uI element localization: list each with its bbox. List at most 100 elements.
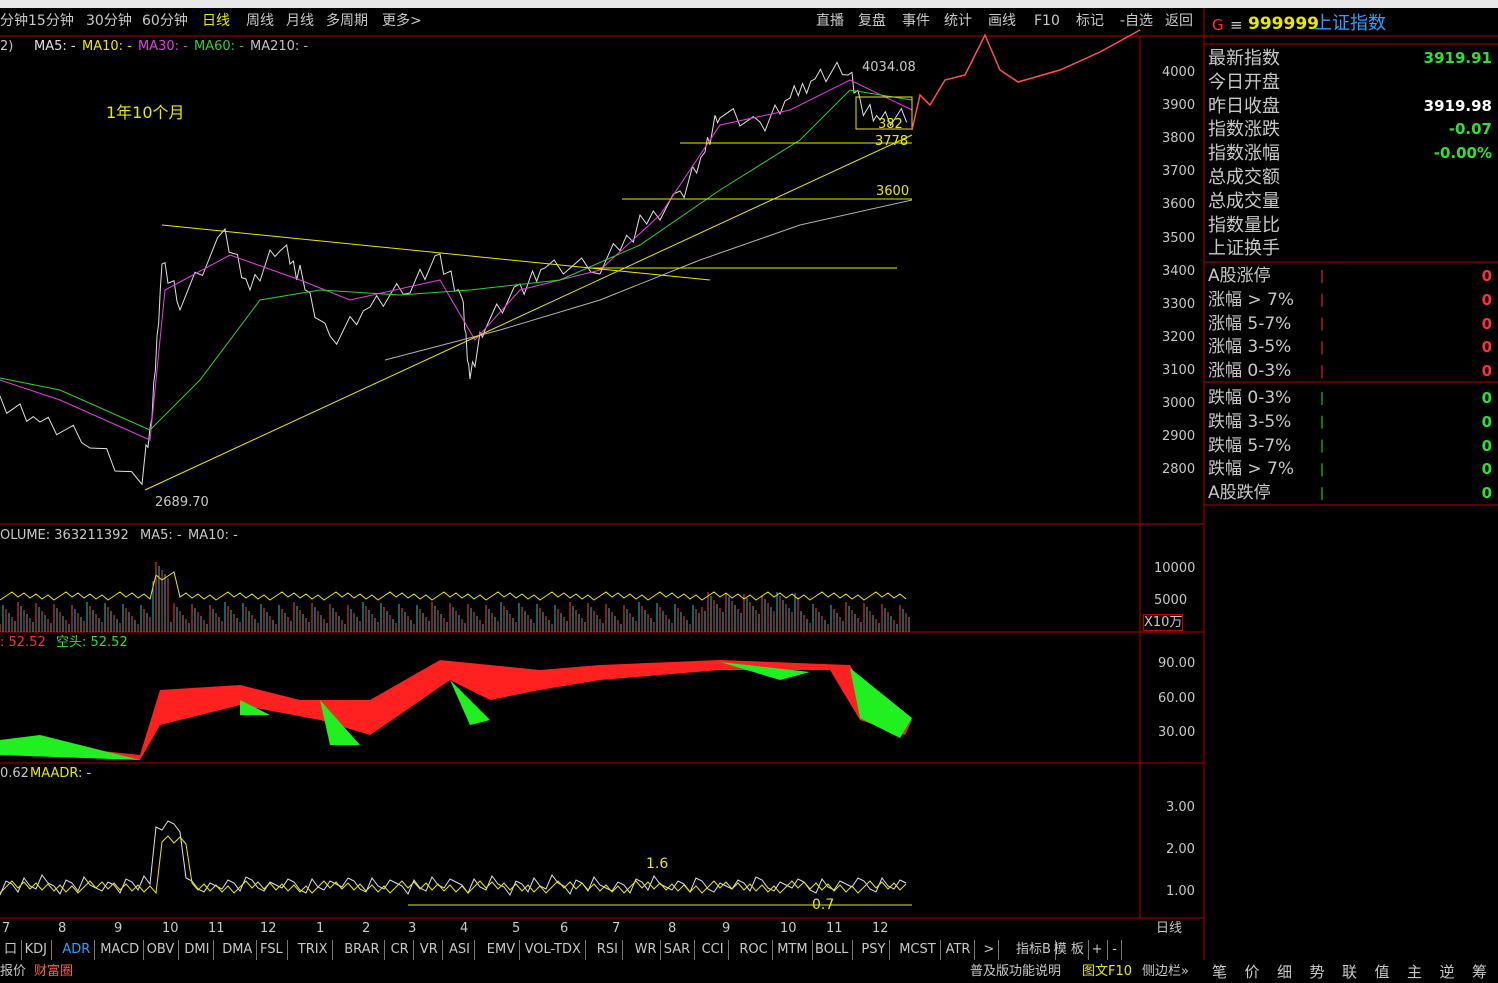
tool-button[interactable]: -自选 <box>1120 13 1154 29</box>
side-tab[interactable]: 主 <box>1407 963 1423 981</box>
indicator-tab[interactable]: DMA <box>218 940 258 960</box>
indicator-tab[interactable]: WR <box>631 940 662 960</box>
header-name: 上证指数 <box>1314 13 1386 34</box>
indicator-tab[interactable]: 口 <box>0 940 23 960</box>
indicator-tab[interactable]: CR <box>387 940 414 960</box>
breadth-value: 0 <box>1481 460 1492 479</box>
tool-button[interactable]: F10 <box>1034 13 1060 29</box>
indicator-tab[interactable]: MTM <box>773 940 813 960</box>
period-tab[interactable]: 多周期 <box>326 13 368 29</box>
indicator-tab[interactable]: ASI <box>445 940 475 960</box>
y-tick-label: 3800 <box>1162 131 1196 147</box>
y-tick-label: 3300 <box>1162 296 1196 312</box>
status-item[interactable]: 财富圈 <box>34 964 74 979</box>
side-tab[interactable]: 笔 <box>1212 963 1228 981</box>
drawing <box>0 835 907 895</box>
indicator-tab[interactable]: 指标B <box>1012 940 1056 960</box>
status-item[interactable]: 侧边栏» <box>1142 964 1189 979</box>
breadth-value: 0 <box>1481 314 1492 333</box>
indicator-tab[interactable]: MCST <box>895 940 941 960</box>
volume-legend: OLUME: 363211392 <box>0 528 129 543</box>
side-tab[interactable]: 势 <box>1309 963 1325 981</box>
tool-button[interactable]: 事件 <box>902 13 930 29</box>
indicator-tab[interactable]: VR <box>416 940 443 960</box>
indicator-tab[interactable]: BRAR <box>340 940 385 960</box>
indicator-tab[interactable]: FSL <box>256 940 288 960</box>
breadth-label: 涨幅 0-3% <box>1208 361 1292 382</box>
quote-label: 上证换手 <box>1208 238 1280 260</box>
period-tab[interactable]: 60分钟 <box>142 13 188 29</box>
side-tab[interactable]: 逆 <box>1439 963 1455 981</box>
tool-button[interactable]: 画线 <box>988 13 1016 29</box>
header-mark: G <box>1212 16 1224 34</box>
indicator-tab[interactable]: 模 板 <box>1050 940 1089 960</box>
indicator-tab[interactable]: ATR <box>942 940 976 960</box>
x-tick-label: 11 <box>208 921 225 936</box>
status-item[interactable]: 报价 <box>0 964 27 979</box>
indicator-tab[interactable]: CCI <box>698 940 729 960</box>
y-tick-label: 3400 <box>1162 263 1196 279</box>
period-tab[interactable]: 周线 <box>246 13 274 29</box>
period-tab[interactable]: 月线 <box>286 13 314 29</box>
quote-label: 指数涨幅 <box>1208 143 1280 165</box>
tool-button[interactable]: 返回 <box>1165 13 1193 29</box>
indicator-tab[interactable]: ADR <box>58 940 96 960</box>
side-tab[interactable]: 筹 <box>1472 963 1488 981</box>
indicator-tab[interactable]: PSY <box>857 940 891 960</box>
breadth-value: 0 <box>1481 267 1492 285</box>
x-tick-label: 10 <box>780 921 797 936</box>
quote-label: 指数涨跌 <box>1208 119 1280 141</box>
tool-button[interactable]: 直播 <box>816 13 844 29</box>
y-tick-label: 90.00 <box>1158 656 1196 671</box>
quote-value: 3919.98 <box>1423 96 1492 115</box>
x-tick-label: 8 <box>58 921 67 936</box>
tool-button[interactable]: 复盘 <box>858 13 886 29</box>
tool-button[interactable]: 统计 <box>944 13 972 29</box>
x-tick-label: 9 <box>722 921 731 936</box>
quote-label: 今日开盘 <box>1208 71 1280 93</box>
ma-legend: MA30: - <box>138 39 188 54</box>
drawing <box>0 79 913 441</box>
y-tick-label: 2900 <box>1162 429 1196 445</box>
level-label: 3600 <box>876 184 910 199</box>
selection-box <box>855 96 913 130</box>
x-tick-label: 4 <box>460 921 469 936</box>
period-tab[interactable]: 分钟 <box>0 13 28 29</box>
indicator-tab[interactable]: + <box>1088 940 1108 960</box>
breadth-value: 0 <box>1481 362 1492 381</box>
period-tab[interactable]: 30分钟 <box>86 13 132 29</box>
indicator-tab[interactable]: MACD <box>96 940 145 960</box>
side-tab[interactable]: 价 <box>1244 963 1260 981</box>
indicator-tab[interactable]: BOLL <box>811 940 854 960</box>
tool-button[interactable]: 标记 <box>1076 13 1104 29</box>
ma-legend: MA5: - <box>34 39 76 54</box>
indicator-tab[interactable]: SAR <box>660 940 696 960</box>
period-tab[interactable]: 15分钟 <box>28 13 74 29</box>
top-strip <box>0 0 1498 8</box>
breadth-value: 0 <box>1481 436 1492 455</box>
period-tab[interactable]: 更多> <box>382 13 422 29</box>
indicator-tab[interactable]: VOL-TDX <box>521 940 586 960</box>
indicator-tab[interactable]: DMI <box>180 940 215 960</box>
indicator-tab[interactable]: ROC <box>735 940 773 960</box>
indicator-tab[interactable]: RSI <box>593 940 623 960</box>
drawing <box>144 134 913 491</box>
indicator-tab[interactable]: > <box>979 940 1000 960</box>
status-item[interactable]: 普及版功能说明 <box>970 964 1062 979</box>
side-tab[interactable]: 值 <box>1374 963 1390 981</box>
indicator-tab[interactable]: KDJ <box>21 940 52 960</box>
level-label: 382 <box>878 117 903 132</box>
side-tab[interactable]: 联 <box>1342 963 1358 981</box>
indicator-tab[interactable]: - <box>1108 940 1122 960</box>
header-menu[interactable]: ≡ <box>1230 16 1243 34</box>
indicator-tab[interactable]: EMV <box>483 940 521 960</box>
side-tab[interactable]: 细 <box>1277 963 1293 981</box>
breadth-label: A股涨停 <box>1208 266 1271 286</box>
indicator-tab[interactable]: TRIX <box>294 940 333 960</box>
breadth-label: 涨幅 3-5% <box>1208 337 1292 358</box>
breadth-label: 跌幅 3-5% <box>1208 411 1292 432</box>
period-tab[interactable]: 日线 <box>202 13 230 29</box>
indicator-tab[interactable]: OBV <box>143 940 180 960</box>
status-item[interactable]: 图文F10 <box>1082 964 1133 979</box>
